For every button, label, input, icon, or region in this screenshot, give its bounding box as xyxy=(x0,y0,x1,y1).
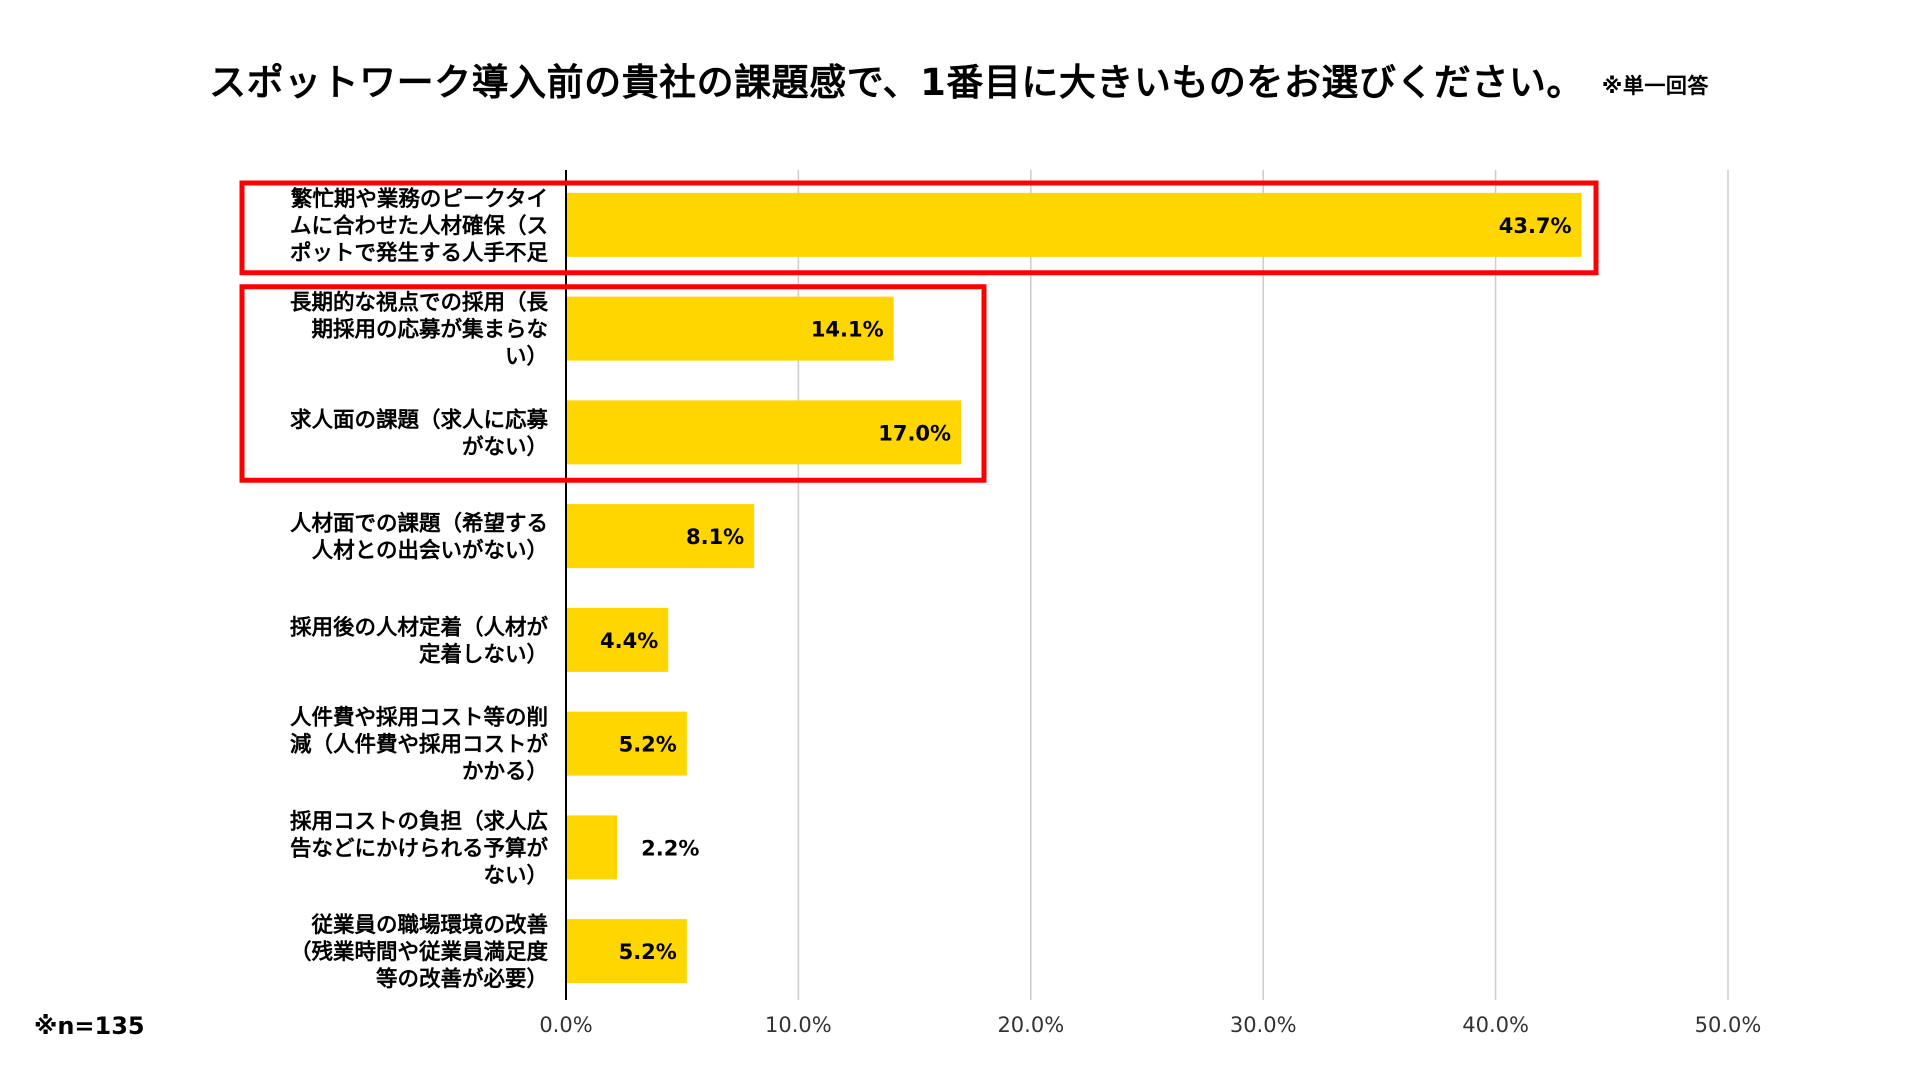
x-tick-label: 0.0% xyxy=(539,1013,592,1037)
data-label: 5.2% xyxy=(619,940,677,964)
chart-title: スポットワーク導入前の貴社の課題感で、1番目に大きいものをお選びください。 ※単一… xyxy=(0,52,1918,106)
title-note: ※単一回答 xyxy=(1601,74,1709,98)
highlight-box xyxy=(239,284,987,483)
bar xyxy=(566,815,618,880)
x-tick-label: 50.0% xyxy=(1695,1013,1762,1037)
data-label: 14.1% xyxy=(811,318,884,342)
bar xyxy=(566,919,687,984)
category-label: 採用後の人材定着（人材が定着しない） xyxy=(290,614,549,667)
bar xyxy=(566,504,755,569)
category-label: 求人面の課題（求人に応募がない） xyxy=(290,407,549,460)
bar xyxy=(566,711,687,776)
category-label: 従業員の職場環境の改善（残業時間や従業員満足度等の改善が必要） xyxy=(290,912,549,992)
highlight-box xyxy=(239,180,1599,276)
category-label: 人材面での課題（希望する人材との出会いがない） xyxy=(290,511,548,564)
category-label: 繁忙期や業務のピークタイムに合わせた人材確保（スポットで発生する人手不足 xyxy=(290,186,549,266)
title-text: スポットワーク導入前の貴社の課題感で、1番目に大きいものをお選びください。 xyxy=(209,61,1584,104)
data-label: 17.0% xyxy=(878,421,951,445)
category-label: 長期的な視点での採用（長期採用の応募が集まらない） xyxy=(290,290,549,370)
x-tick-label: 40.0% xyxy=(1462,1013,1529,1037)
x-tick-label: 30.0% xyxy=(1230,1013,1297,1037)
bar xyxy=(566,192,1582,257)
bar xyxy=(566,296,894,361)
category-label: 人件費や採用コスト等の削減（人件費や採用コストがかかる） xyxy=(290,705,549,785)
bar xyxy=(566,400,962,465)
data-label: 4.4% xyxy=(600,629,658,653)
data-label: 8.1% xyxy=(686,525,744,549)
x-tick-label: 10.0% xyxy=(765,1013,832,1037)
data-label: 5.2% xyxy=(619,733,677,757)
category-label: 採用コストの負担（求人広告などにかけられる予算がない） xyxy=(290,808,549,888)
sample-size-note: ※n=135 xyxy=(34,1012,145,1040)
x-tick-label: 20.0% xyxy=(997,1013,1064,1037)
data-label: 2.2% xyxy=(641,836,699,860)
bar xyxy=(566,607,669,672)
data-label: 43.7% xyxy=(1499,214,1572,238)
